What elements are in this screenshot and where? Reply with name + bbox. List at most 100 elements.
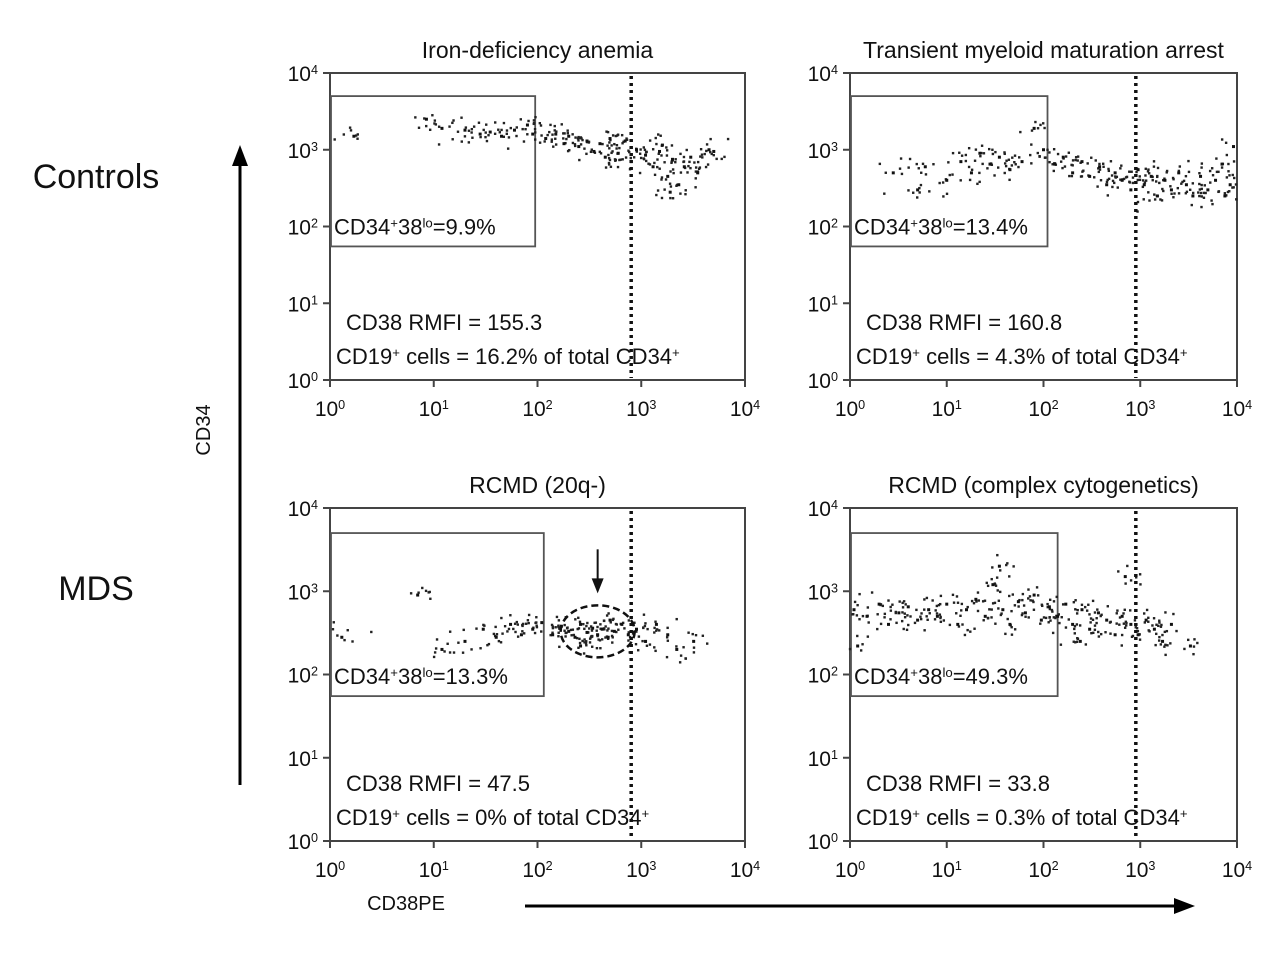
event-dot [1110,174,1114,177]
y-tick-label: 102 [288,665,318,688]
event-dot [501,632,504,635]
event-dot [1147,616,1150,620]
event-dot [1139,583,1142,586]
event-dot [1131,634,1135,638]
event-dot [1190,203,1193,207]
event-cloud [878,120,1238,213]
event-dot [627,631,630,634]
event-dot [1059,643,1063,646]
event-dot [689,166,692,170]
event-dot [669,170,672,173]
event-dot [670,144,674,147]
event-dot [1097,635,1101,638]
event-dot [938,602,942,606]
event-dot [939,594,943,598]
event-dot [921,162,925,166]
event-point [1144,618,1148,622]
event-dot [1046,605,1049,609]
event-point [512,128,516,132]
event-dot [994,150,997,154]
event-point [666,174,670,178]
event-dot [1090,156,1093,159]
event-dot [551,631,554,634]
event-dot [693,161,696,164]
event-dot [460,116,463,119]
event-dot [505,132,508,135]
event-dot [595,629,598,632]
event-dot [1200,205,1203,209]
event-dot [675,645,678,648]
event-point [1231,145,1235,149]
event-dot [616,165,620,169]
event-dot [483,624,486,627]
event-dot [1231,173,1234,177]
event-dot [1073,627,1076,631]
event-dot [1097,630,1100,634]
event-dot [959,614,962,617]
event-dot [627,149,630,152]
event-dot [557,631,560,634]
event-dot [1228,190,1231,193]
event-dot [920,612,923,615]
x-tick-label: 103 [1125,398,1155,421]
event-point [591,626,595,630]
event-dot [1044,616,1048,620]
event-dot [1159,625,1163,628]
event-dot [485,139,489,143]
event-dot [1210,167,1214,170]
event-dot [1171,176,1175,180]
event-dot [629,156,632,160]
event-dot [1008,575,1011,578]
event-dot [615,147,618,150]
event-dot [1017,605,1020,608]
event-dot [1211,174,1215,177]
event-point [689,155,693,159]
event-dot [933,618,937,621]
event-dot [1012,565,1015,568]
event-point [927,608,931,612]
event-dot [902,600,906,603]
event-dot [1177,192,1181,195]
event-point [577,145,581,149]
event-dot [583,147,586,150]
event-dot [487,642,491,646]
event-dot [1000,612,1003,615]
event-dot [951,173,954,176]
event-dot [692,651,696,654]
event-dot [1018,598,1021,602]
event-dot [1138,573,1142,576]
event-dot [861,643,864,646]
event-dot [991,602,995,605]
event-point [531,627,535,631]
event-point [974,597,978,601]
event-dot [435,638,439,641]
event-dot [475,627,478,630]
event-dot [549,633,552,637]
event-dot [434,647,438,650]
event-dot [1030,143,1033,146]
event-dot [613,142,616,146]
event-dot [1046,148,1049,152]
event-dot [990,577,993,581]
event-dot [471,136,474,139]
event-dot [665,146,668,149]
event-point [1142,183,1146,187]
event-dot [1010,625,1013,629]
event-dot [549,123,552,127]
event-point [991,583,995,587]
event-dot [1013,160,1016,164]
event-point [891,171,895,175]
event-point [1105,183,1109,187]
event-dot [870,591,874,594]
event-dot [1052,600,1056,603]
event-dot [665,149,669,152]
event-dot [1030,129,1034,132]
rmfi-annotation: CD38 RMFI = 33.8 [866,771,1050,796]
event-dot [604,166,608,169]
event-point [1188,644,1192,648]
event-dot [609,165,613,169]
event-dot [1076,608,1079,612]
y-tick-label: 102 [808,217,838,240]
event-dot [948,173,951,177]
event-dot [1052,148,1056,151]
